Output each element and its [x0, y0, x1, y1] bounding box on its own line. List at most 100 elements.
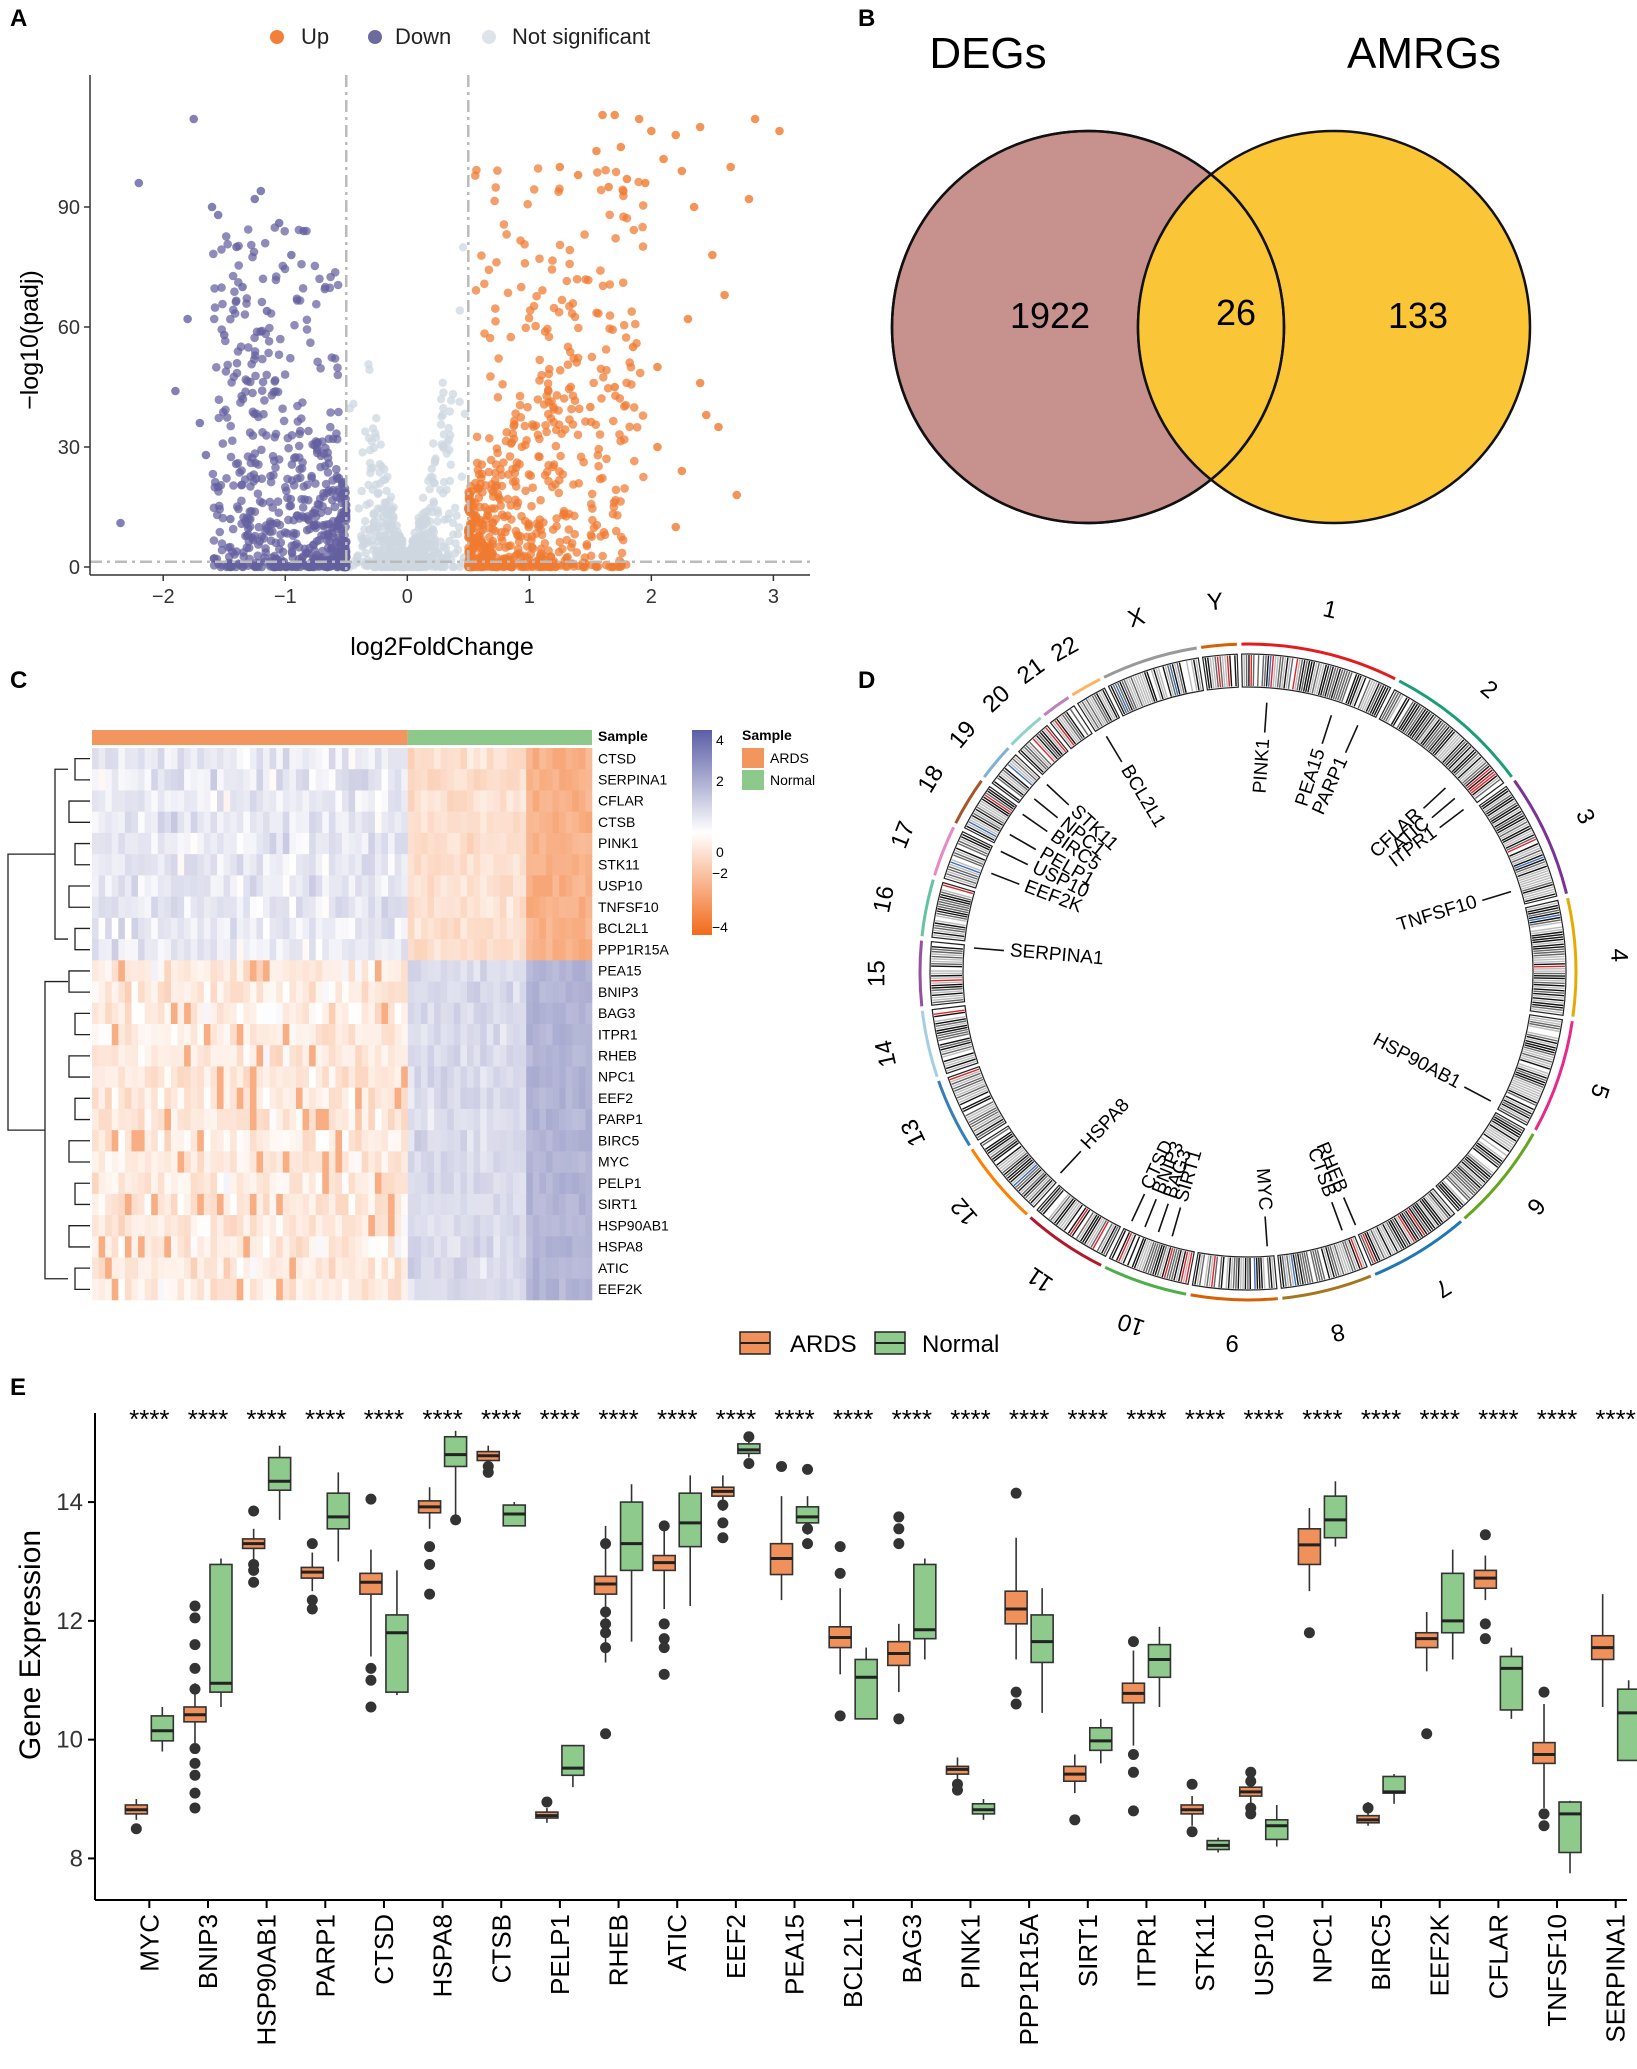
up-point — [502, 523, 512, 533]
heatmap-cell — [440, 1045, 448, 1067]
heatmap-cell — [348, 1257, 356, 1280]
cytoband — [1515, 858, 1545, 872]
cytoband — [1361, 681, 1376, 711]
cytoband — [1069, 1208, 1089, 1235]
heatmap-cell — [532, 748, 540, 770]
heatmap-cell — [315, 1087, 323, 1110]
heatmap-color-scale: 4 2 0 −2 −4 — [692, 730, 728, 935]
up-point — [502, 230, 511, 239]
heatmap-cell — [256, 1193, 264, 1216]
heatmap-cell — [407, 875, 415, 897]
heatmap-cell — [190, 832, 198, 855]
heatmap-cell — [499, 1024, 507, 1046]
heatmap-cell — [138, 981, 145, 1004]
up-point — [477, 460, 487, 469]
heatmap-cell — [440, 748, 448, 770]
heatmap-cell — [124, 854, 132, 876]
cytoband — [1111, 1230, 1127, 1259]
gene-link — [1463, 1086, 1492, 1102]
heatmap-cell — [460, 748, 468, 770]
heatmap-cell — [197, 1236, 205, 1258]
heatmap-cell — [309, 1024, 316, 1046]
down-point — [298, 503, 308, 512]
heatmap-cell — [565, 1151, 573, 1173]
heatmap-cell — [394, 832, 402, 855]
chromosome-track — [1200, 642, 1237, 649]
cytoband — [1400, 703, 1418, 731]
heatmap-cell — [440, 769, 448, 791]
chromosome-track — [933, 826, 955, 876]
cytoband — [1025, 745, 1049, 769]
heatmap-cell — [295, 896, 303, 919]
heatmap-cell — [92, 1002, 99, 1025]
heatmap-cell — [138, 748, 145, 770]
down-point — [257, 445, 266, 455]
heatmap-cell — [427, 917, 435, 940]
heatmap-cell — [138, 960, 145, 982]
down-point — [248, 535, 258, 545]
cytoband — [1511, 847, 1541, 861]
heatmap-cell — [539, 960, 547, 982]
heatmap-cell — [388, 875, 395, 897]
heatmap-cell — [447, 811, 455, 834]
heatmap-cell — [447, 981, 455, 1004]
cytoband — [1041, 730, 1063, 755]
heatmap-cell — [190, 875, 198, 897]
heatmap-cell — [243, 1045, 251, 1067]
heatmap-cell — [499, 811, 507, 834]
heatmap-cell — [138, 1193, 145, 1216]
row-label-npc1: NPC1 — [598, 1069, 636, 1085]
annotation-bar-label: Sample — [598, 728, 648, 744]
cytoband — [1348, 1239, 1361, 1269]
up-point — [638, 411, 648, 420]
row-label-itpr1: ITPR1 — [598, 1026, 638, 1042]
ns-point — [354, 551, 363, 560]
heatmap-cell — [177, 896, 185, 919]
up-point — [622, 174, 632, 184]
up-point — [533, 164, 543, 173]
heatmap-cell — [434, 1257, 441, 1280]
heatmap-cell — [342, 854, 349, 876]
cytoband — [941, 891, 972, 901]
heatmap-cell — [111, 1257, 119, 1280]
cytoband — [1533, 965, 1565, 968]
heatmap-cell — [545, 1087, 553, 1110]
heatmap-cell — [368, 790, 376, 812]
heatmap-cell — [197, 1130, 205, 1152]
heatmap-cell — [526, 917, 534, 940]
heatmap-cell — [177, 790, 185, 812]
heatmap-cell — [289, 1024, 297, 1046]
heatmap-cell — [236, 1108, 244, 1131]
heatmap-cell — [407, 917, 415, 940]
heatmap-cell — [381, 1193, 389, 1216]
heatmap-cell — [190, 854, 198, 876]
heatmap-cell — [190, 896, 198, 919]
heatmap-cell — [361, 1278, 369, 1301]
heatmap-cell — [105, 1257, 113, 1280]
cytoband — [1427, 724, 1448, 750]
heatmap-cell — [177, 769, 185, 791]
heatmap-cell — [309, 1151, 316, 1173]
heatmap-cell — [506, 1236, 514, 1258]
cytoband — [1161, 1247, 1172, 1278]
cytoband — [1329, 1245, 1340, 1276]
heatmap-cell — [236, 917, 244, 940]
cytoband — [1524, 890, 1555, 901]
cytoband — [1309, 662, 1318, 693]
heatmap-cell — [493, 960, 501, 982]
heatmap-cell — [539, 1024, 547, 1046]
heatmap-cell — [585, 1151, 593, 1173]
cytoband — [984, 794, 1012, 813]
cytoband — [1219, 656, 1224, 688]
cytoband — [1260, 1257, 1263, 1289]
heatmap-cell — [368, 960, 376, 982]
cytoband — [1305, 661, 1313, 693]
heatmap-cell — [434, 790, 441, 812]
cytoband — [1294, 659, 1301, 691]
cytoband — [1022, 748, 1046, 772]
heatmap-cell — [263, 939, 270, 961]
gene-link — [1105, 735, 1123, 763]
heatmap-cell — [565, 896, 573, 919]
up-point — [529, 185, 539, 194]
cytoband — [1532, 941, 1564, 946]
